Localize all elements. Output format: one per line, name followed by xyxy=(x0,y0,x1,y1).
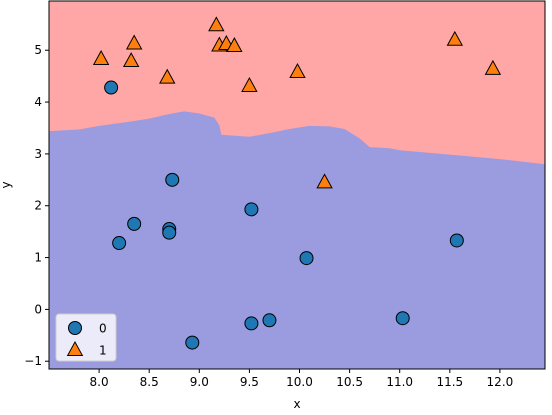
data-point-class-0 xyxy=(299,251,314,266)
data-point-class-0 xyxy=(112,236,127,251)
x-tick-label: 10.5 xyxy=(336,375,363,389)
y-tick-label: 5 xyxy=(34,43,42,57)
legend: 01 xyxy=(55,313,117,362)
y-tick-label: 3 xyxy=(34,147,42,161)
x-tick-label: 12.0 xyxy=(487,375,514,389)
x-tick-label: 11.0 xyxy=(386,375,413,389)
data-point-class-1 xyxy=(92,50,110,65)
data-point-class-1 xyxy=(226,37,243,53)
x-tick-label: 11.5 xyxy=(436,375,463,389)
legend-marker-class-1 xyxy=(66,340,84,356)
data-point-class-0 xyxy=(185,335,200,350)
data-point-class-1 xyxy=(241,76,258,92)
data-point-class-0 xyxy=(165,172,180,187)
data-point-class-0 xyxy=(262,313,277,328)
x-tick-label: 8.0 xyxy=(90,375,109,389)
data-point-class-0 xyxy=(104,80,119,95)
y-axis-label: y xyxy=(0,181,13,188)
x-tick-label: 10.0 xyxy=(286,375,313,389)
y-tick-label: 4 xyxy=(34,95,42,109)
y-axis-ticks: −1 0 1 2 3 4 5 xyxy=(24,43,49,368)
x-axis-ticks: 8.0 8.5 9.0 9.5 10.0 10.5 11.0 11.5 12.0 xyxy=(90,369,514,389)
data-point-class-0 xyxy=(162,225,177,240)
data-point-class-0 xyxy=(449,233,464,248)
axes-frame xyxy=(48,0,546,370)
data-point-class-1 xyxy=(122,52,140,68)
legend-label-class-1: 1 xyxy=(99,344,107,358)
y-tick-label: −1 xyxy=(24,354,42,368)
data-point-class-1 xyxy=(289,62,306,78)
data-point-class-1 xyxy=(484,59,502,75)
y-tick-label: 2 xyxy=(34,199,42,213)
data-point-class-0 xyxy=(244,316,259,331)
legend-marker-class-0 xyxy=(68,321,82,335)
data-points xyxy=(92,16,502,350)
plot-area xyxy=(49,1,545,369)
data-point-class-1 xyxy=(125,34,143,50)
data-point-class-0 xyxy=(395,311,410,326)
x-tick-label: 8.5 xyxy=(140,375,159,389)
data-point-class-0 xyxy=(127,216,142,231)
legend-box xyxy=(55,313,117,362)
data-point-class-1 xyxy=(208,16,225,32)
data-point-class-1 xyxy=(446,30,464,46)
y-tick-label: 1 xyxy=(34,251,42,265)
x-tick-label: 9.5 xyxy=(240,375,259,389)
data-point-class-1 xyxy=(159,68,176,84)
x-tick-label: 9.0 xyxy=(190,375,209,389)
x-axis-label: x xyxy=(293,397,300,411)
y-tick-label: 0 xyxy=(34,302,42,316)
data-point-class-1 xyxy=(316,173,333,189)
legend-label-class-0: 0 xyxy=(99,322,107,336)
data-point-class-0 xyxy=(244,202,259,217)
